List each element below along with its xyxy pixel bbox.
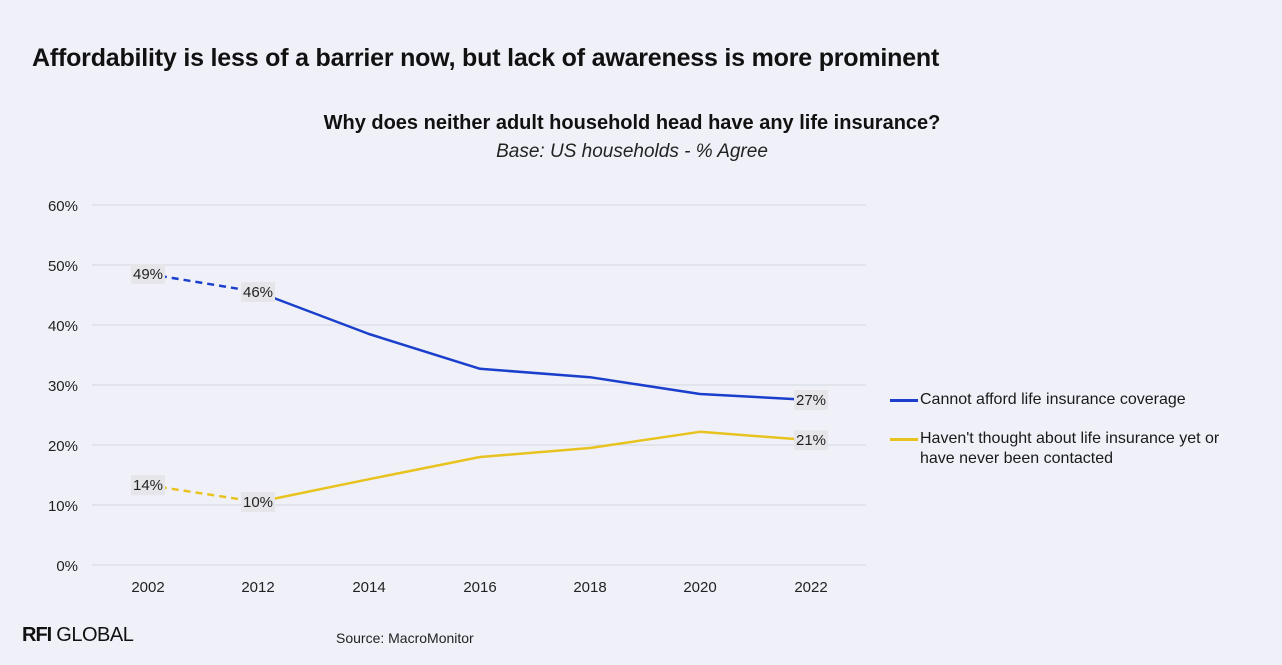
legend: Cannot afford life insurance coverage Ha…	[890, 390, 1250, 488]
x-tick-label: 2016	[463, 579, 496, 596]
data-label: 49%	[133, 266, 163, 283]
data-label-box	[241, 282, 275, 302]
x-tick-label: 2002	[131, 579, 164, 596]
series-line	[257, 430, 812, 504]
y-tick-label: 10%	[48, 498, 78, 515]
rfi-global-logo: RFI GLOBAL	[22, 624, 134, 646]
x-tick-label: 2014	[352, 579, 385, 596]
page-title: Affordability is less of a barrier now, …	[32, 44, 940, 72]
y-tick-label: 0%	[56, 558, 78, 575]
legend-item-cannot-afford: Cannot afford life insurance coverage	[890, 390, 1250, 410]
x-tick-label: 2018	[573, 579, 606, 596]
chart-subtitle: Base: US households - % Agree	[496, 141, 768, 162]
data-label-box	[131, 264, 165, 284]
y-tick-label: 50%	[48, 258, 78, 275]
y-tick-label: 40%	[48, 318, 78, 335]
y-tick-label: 20%	[48, 438, 78, 455]
y-tick-label: 30%	[48, 378, 78, 395]
y-tick-label: 60%	[48, 198, 78, 215]
series-line	[257, 290, 812, 402]
data-label: 46%	[243, 284, 273, 301]
series-dashed-segment	[147, 483, 259, 504]
data-label-box	[794, 430, 828, 451]
legend-item-havent-thought: Haven't thought about life insurance yet…	[890, 429, 1250, 469]
x-tick-label: 2012	[241, 579, 274, 596]
data-label: 10%	[243, 494, 273, 511]
series-dashed-segment	[147, 272, 259, 294]
data-label: 21%	[796, 432, 826, 449]
legend-label-cannot-afford: Cannot afford life insurance coverage	[920, 391, 1186, 408]
chart-title: Why does neither adult household head ha…	[323, 112, 941, 134]
x-tick-label: 2022	[794, 579, 827, 596]
y-axis-ticks: 0% 10% 20% 30% 40% 50% 60%	[48, 198, 78, 575]
data-labels: 49% 46% 27% 14% 10% 21%	[131, 264, 828, 512]
data-label-box	[241, 492, 275, 512]
gridlines	[92, 204, 866, 566]
data-label-box	[794, 390, 828, 410]
data-label-box	[131, 475, 165, 496]
data-label: 27%	[796, 392, 826, 409]
x-axis-ticks: 2002 2012 2014 2016 2018 2020 2022	[131, 579, 827, 596]
legend-label-havent-thought: Haven't thought about life insurance yet…	[920, 430, 1220, 467]
data-label: 14%	[133, 477, 163, 494]
legend-swatch-havent-thought	[890, 438, 918, 441]
x-tick-label: 2020	[683, 579, 716, 596]
source-note: Source: MacroMonitor	[336, 630, 474, 646]
series-lines	[147, 272, 812, 504]
legend-swatch-cannot-afford	[890, 399, 918, 402]
